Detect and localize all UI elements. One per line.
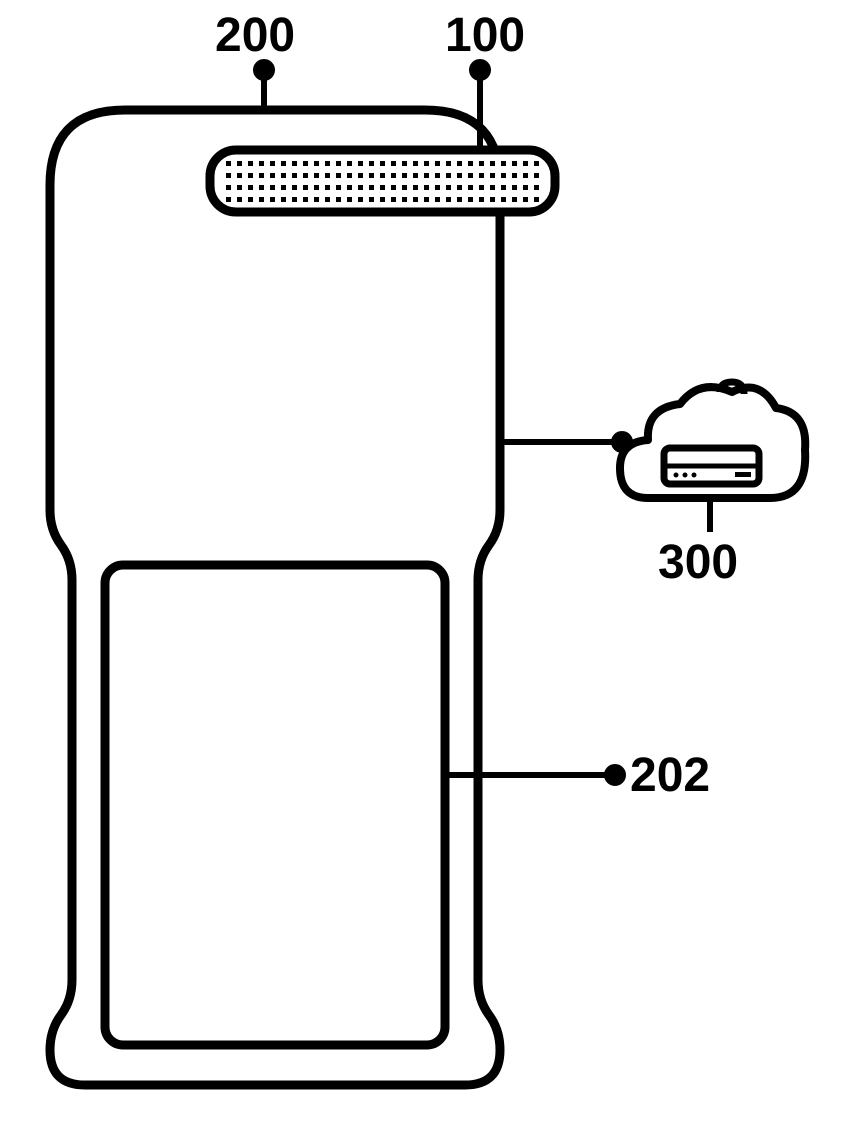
screen [105, 565, 445, 1045]
label-screen: 202 [630, 748, 710, 803]
label-cloud-server: 300 [658, 535, 738, 590]
sensor-bar [210, 150, 555, 212]
cloud-icon [620, 382, 805, 498]
label-device-body: 200 [215, 8, 295, 63]
device-body [50, 110, 500, 1085]
label-sensor-bar: 100 [445, 8, 525, 63]
